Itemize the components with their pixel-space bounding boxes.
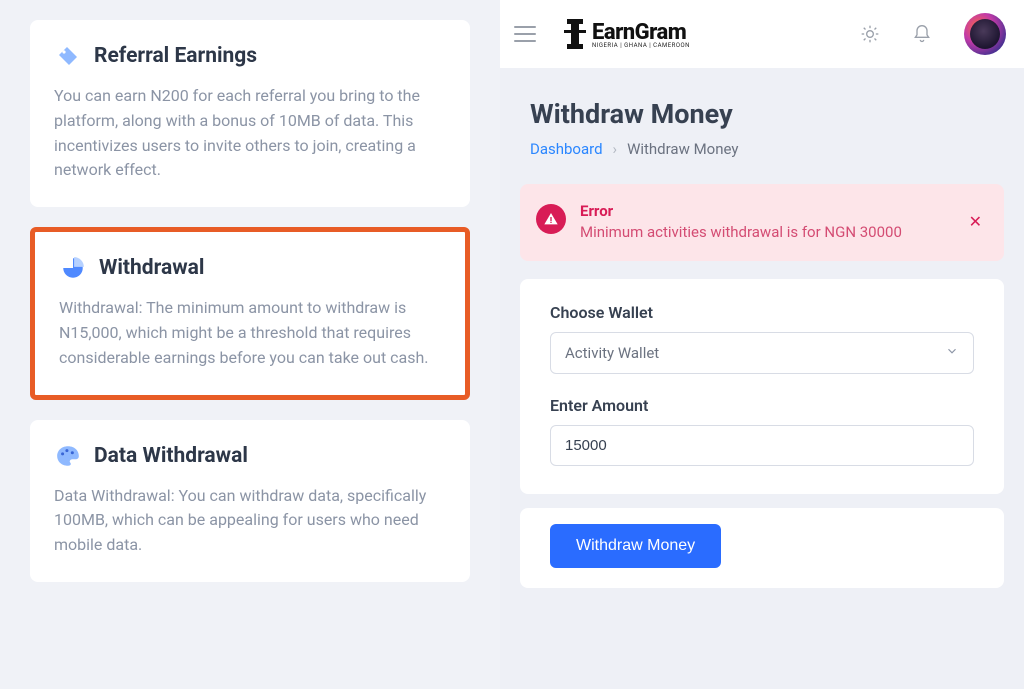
chevron-right-icon: › <box>613 140 618 158</box>
pie-icon <box>59 254 87 282</box>
error-alert: Error Minimum activities withdrawal is f… <box>520 184 1004 261</box>
referral-earnings-card: Referral Earnings You can earn N200 for … <box>30 20 470 207</box>
info-cards-column: Referral Earnings You can earn N200 for … <box>0 0 500 689</box>
page-header: Withdraw Money Dashboard › Withdraw Mone… <box>500 68 1024 158</box>
card-header: Withdrawal <box>59 254 441 282</box>
wallet-label: Choose Wallet <box>550 303 974 322</box>
withdrawal-card: Withdrawal Withdrawal: The minimum amoun… <box>30 227 470 399</box>
page-title: Withdraw Money <box>530 98 994 130</box>
app-panel: EarnGram NIGERIA | GHANA | CAMEROON With… <box>500 0 1024 689</box>
card-title: Data Withdrawal <box>94 444 248 468</box>
menu-toggle-icon[interactable] <box>514 26 536 42</box>
alert-title: Error <box>580 202 951 220</box>
amount-input[interactable] <box>550 425 974 466</box>
brand-logo[interactable]: EarnGram NIGERIA | GHANA | CAMEROON <box>562 17 690 51</box>
palette-icon <box>54 442 82 470</box>
wallet-group: Choose Wallet Activity Wallet <box>550 303 974 374</box>
wallet-selected-value: Activity Wallet <box>565 344 659 362</box>
tag-icon <box>54 42 82 70</box>
card-body: Withdrawal: The minimum amount to withdr… <box>59 296 441 370</box>
data-withdrawal-card: Data Withdrawal Data Withdrawal: You can… <box>30 420 470 582</box>
amount-group: Enter Amount <box>550 396 974 466</box>
brand-tagline: NIGERIA | GHANA | CAMEROON <box>592 42 690 49</box>
chevron-down-icon <box>945 344 959 362</box>
alert-message: Minimum activities withdrawal is for NGN… <box>580 222 951 243</box>
brand-name: EarnGram <box>592 20 686 45</box>
avatar[interactable] <box>964 13 1006 55</box>
notifications-icon[interactable] <box>910 22 934 46</box>
alert-content: Error Minimum activities withdrawal is f… <box>580 202 951 243</box>
wallet-select[interactable]: Activity Wallet <box>550 332 974 374</box>
card-body: Data Withdrawal: You can withdraw data, … <box>54 484 446 558</box>
breadcrumb: Dashboard › Withdraw Money <box>530 140 994 158</box>
card-title: Withdrawal <box>99 256 204 280</box>
card-title: Referral Earnings <box>94 44 257 68</box>
breadcrumb-root[interactable]: Dashboard <box>530 140 603 158</box>
card-header: Data Withdrawal <box>54 442 446 470</box>
submit-row: Withdraw Money <box>520 508 1004 588</box>
withdraw-button[interactable]: Withdraw Money <box>550 524 721 568</box>
withdraw-form: Choose Wallet Activity Wallet Enter Amou… <box>520 279 1004 494</box>
alert-icon <box>536 204 566 234</box>
topbar: EarnGram NIGERIA | GHANA | CAMEROON <box>500 0 1024 68</box>
card-header: Referral Earnings <box>54 42 446 70</box>
theme-toggle-icon[interactable] <box>858 22 882 46</box>
amount-label: Enter Amount <box>550 396 974 415</box>
breadcrumb-current: Withdraw Money <box>627 140 738 158</box>
close-icon[interactable]: ✕ <box>965 210 986 233</box>
card-body: You can earn N200 for each referral you … <box>54 84 446 183</box>
